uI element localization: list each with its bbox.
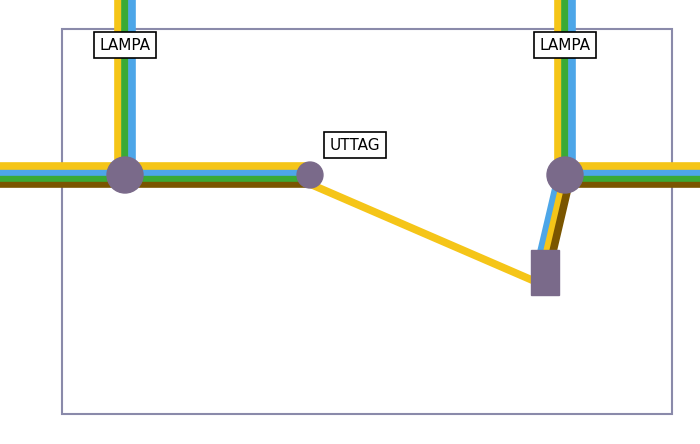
Circle shape <box>547 157 583 193</box>
Text: LAMPA: LAMPA <box>99 37 150 52</box>
Bar <box>62 29 672 414</box>
Text: UTTAG: UTTAG <box>330 138 380 152</box>
Bar <box>531 250 559 295</box>
Text: LAMPA: LAMPA <box>540 37 591 52</box>
Circle shape <box>297 162 323 188</box>
Circle shape <box>107 157 143 193</box>
